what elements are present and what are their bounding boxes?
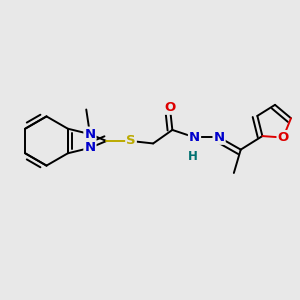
Text: O: O — [278, 131, 289, 144]
Text: N: N — [214, 131, 225, 144]
Text: O: O — [164, 101, 175, 114]
Text: S: S — [126, 134, 136, 148]
Text: H: H — [188, 150, 198, 163]
Text: N: N — [84, 128, 95, 141]
Text: N: N — [84, 141, 95, 154]
Text: N: N — [189, 131, 200, 144]
